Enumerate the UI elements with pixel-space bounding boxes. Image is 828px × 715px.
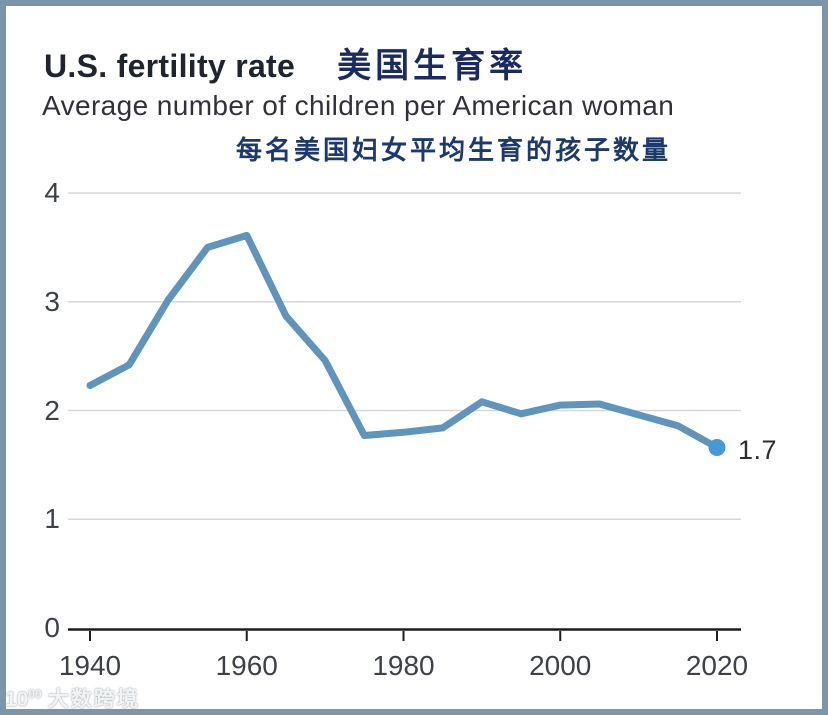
x-axis-label-2000: 2000 — [529, 650, 592, 681]
y-axis-label-2: 2 — [44, 394, 60, 426]
title-english: U.S. fertility rate — [44, 48, 296, 84]
x-axis-label-1940: 1940 — [58, 650, 122, 681]
y-axis-label-3: 3 — [44, 285, 60, 317]
fertility-line — [86, 231, 721, 451]
x-axis-label-1960: 1960 — [215, 650, 278, 681]
y-axis-label-1: 1 — [44, 503, 60, 535]
watermark: 1000 大数跨境 — [5, 683, 140, 713]
page-title: U.S. fertility rate 美国生育率 — [44, 38, 527, 87]
title-chinese: 美国生育率 — [337, 46, 528, 86]
x-axis-label-1980: 1980 — [372, 650, 435, 681]
end-point-dot — [708, 438, 726, 456]
end-value-label: 1.7 — [738, 435, 778, 465]
subtitle-chinese: 每名美国妇女平均生育的孩子数量 — [236, 136, 672, 166]
y-axis-label-4: 4 — [44, 177, 60, 208]
y-axis-label-0: 0 — [44, 612, 60, 643]
watermark-logo-icon: 1000 — [5, 687, 42, 711]
x-axis-label-2020: 2020 — [685, 650, 749, 681]
watermark-text: 大数跨境 — [47, 688, 140, 711]
subtitle-english: Average number of children per American … — [42, 90, 675, 121]
